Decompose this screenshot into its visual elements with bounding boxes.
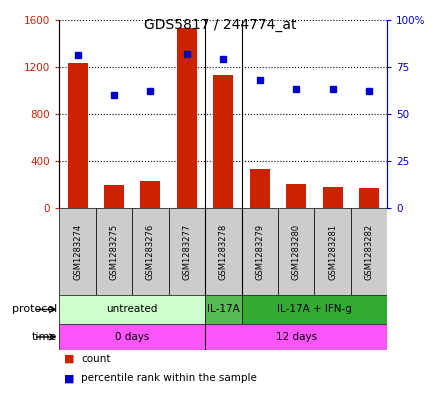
FancyBboxPatch shape [59, 324, 205, 350]
FancyBboxPatch shape [132, 208, 169, 295]
Text: GSM1283280: GSM1283280 [292, 224, 301, 279]
FancyBboxPatch shape [205, 324, 387, 350]
Text: time: time [32, 332, 57, 342]
Bar [104, 185, 124, 208]
FancyBboxPatch shape [96, 208, 132, 295]
Bar [286, 184, 306, 208]
Text: percentile rank within the sample: percentile rank within the sample [81, 373, 257, 383]
Text: IL-17A: IL-17A [207, 305, 240, 314]
Text: 0 days: 0 days [115, 332, 150, 342]
Text: GSM1283281: GSM1283281 [328, 224, 337, 279]
FancyBboxPatch shape [59, 295, 205, 324]
Bar [140, 181, 161, 208]
Text: GSM1283277: GSM1283277 [182, 223, 191, 280]
Bar [323, 187, 343, 208]
Text: GSM1283274: GSM1283274 [73, 224, 82, 279]
FancyBboxPatch shape [205, 208, 242, 295]
Text: ■: ■ [64, 373, 74, 383]
FancyBboxPatch shape [59, 208, 96, 295]
FancyBboxPatch shape [314, 208, 351, 295]
FancyBboxPatch shape [242, 208, 278, 295]
Bar [250, 169, 270, 208]
Text: ■: ■ [64, 354, 74, 364]
Bar [359, 188, 379, 208]
Bar [68, 63, 88, 208]
Text: protocol: protocol [12, 305, 57, 314]
Text: IL-17A + IFN-g: IL-17A + IFN-g [277, 305, 352, 314]
Text: GDS5817 / 244774_at: GDS5817 / 244774_at [144, 18, 296, 32]
Text: GSM1283278: GSM1283278 [219, 223, 228, 280]
Bar [177, 28, 197, 208]
FancyBboxPatch shape [205, 295, 242, 324]
FancyBboxPatch shape [351, 208, 387, 295]
Text: GSM1283279: GSM1283279 [255, 224, 264, 279]
Text: untreated: untreated [106, 305, 158, 314]
Text: count: count [81, 354, 111, 364]
Text: GSM1283276: GSM1283276 [146, 223, 155, 280]
Text: GSM1283275: GSM1283275 [110, 224, 118, 279]
Text: GSM1283282: GSM1283282 [364, 224, 374, 279]
FancyBboxPatch shape [242, 295, 387, 324]
Text: 12 days: 12 days [275, 332, 317, 342]
Bar [213, 75, 233, 208]
FancyBboxPatch shape [169, 208, 205, 295]
FancyBboxPatch shape [278, 208, 314, 295]
